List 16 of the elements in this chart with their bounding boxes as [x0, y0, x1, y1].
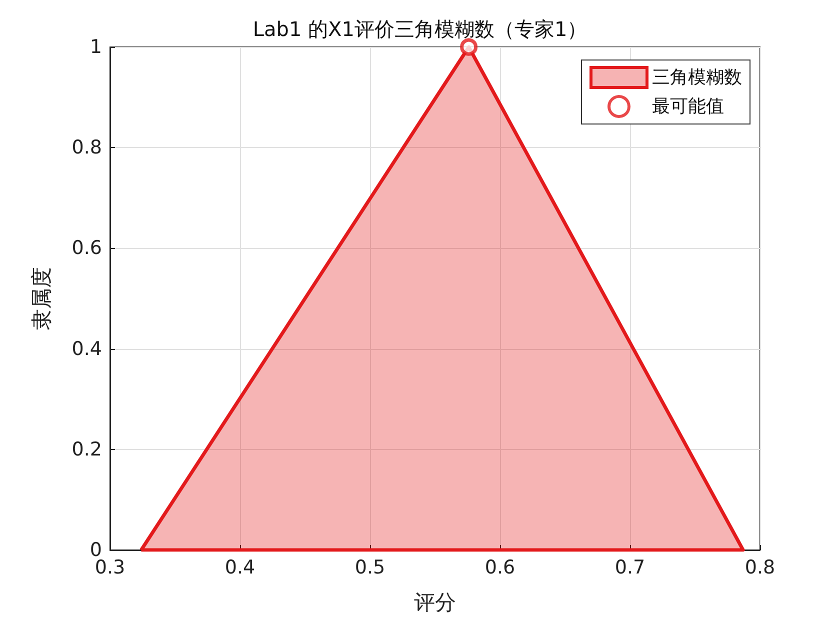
x-axis-title: 评分 [414, 590, 456, 614]
y-axis-title: 隶属度 [30, 267, 54, 330]
x-tick-label: 0.7 [614, 556, 646, 578]
legend-label: 最可能值 [652, 96, 724, 117]
y-tick-label: 1 [90, 36, 102, 58]
legend-label: 三角模糊数 [652, 67, 742, 88]
chart-title: Lab1 的X1评价三角模糊数（专家1） [252, 17, 588, 41]
y-tick-label: 0.4 [72, 338, 102, 360]
y-tick-label: 0.8 [72, 136, 102, 159]
x-tick-label: 0.4 [224, 556, 256, 578]
y-tick-label: 0.6 [72, 237, 102, 260]
y-tick-label: 0.2 [72, 438, 102, 460]
x-tick-label: 0.6 [484, 556, 516, 578]
x-tick-label: 0.8 [744, 556, 776, 578]
x-tick-label: 0.5 [354, 556, 386, 578]
x-tick-label: 0.3 [94, 556, 126, 578]
